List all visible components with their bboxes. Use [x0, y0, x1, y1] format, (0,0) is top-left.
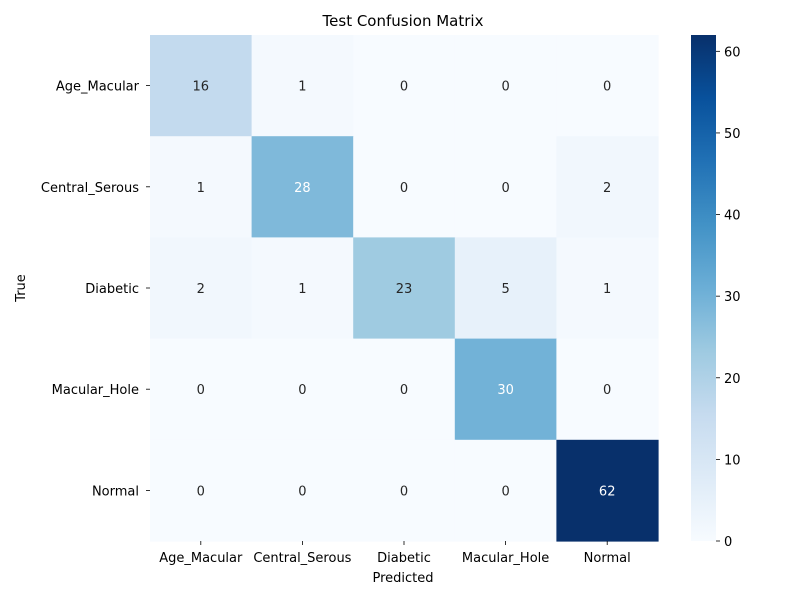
heatmap-cell: [150, 35, 253, 137]
x-axis-label: Predicted: [372, 571, 433, 586]
colorbar-tick-label: 30: [724, 290, 741, 305]
y-axis-label: True: [14, 274, 29, 303]
colorbar-tick-label: 0: [724, 535, 732, 550]
cell-value-label: 0: [298, 383, 306, 398]
cell-value-label: 0: [603, 80, 611, 95]
cell-value-label: 2: [603, 181, 611, 196]
colorbar-ticks: 0 10 20 30 40 50 60: [716, 45, 741, 550]
heatmap-cell: [353, 35, 456, 137]
heatmap-cell: [251, 439, 354, 542]
cell-value-label: 1: [298, 282, 306, 297]
cell-value-label: 0: [400, 181, 408, 196]
heatmap-cell: [150, 439, 253, 542]
y-tick-label: Age_Macular: [56, 80, 140, 95]
cell-value-label: 1: [197, 181, 205, 196]
cell-value-label: 0: [197, 484, 205, 499]
colorbar-gradient: [691, 35, 716, 541]
heatmap-cell: [556, 338, 659, 441]
heatmap-cell: [353, 136, 456, 238]
cell-value-label: 0: [501, 181, 509, 196]
heatmap-cell: [150, 136, 253, 238]
colorbar-tick-label: 60: [724, 45, 741, 60]
heatmap-cell: [251, 338, 354, 441]
cell-value-label: 0: [501, 80, 509, 95]
heatmap-cell: [353, 439, 456, 542]
heatmap-cell: [556, 439, 659, 542]
heatmap-cell: [353, 338, 456, 441]
cell-value-label: 0: [400, 383, 408, 398]
cell-value-label: 62: [599, 484, 616, 499]
colorbar-tick-label: 40: [724, 209, 741, 224]
cell-value-label: 1: [298, 80, 306, 95]
heatmap-cell: [454, 338, 557, 441]
heatmap-cell: [454, 136, 557, 238]
cell-value-label: 1: [603, 282, 611, 297]
heatmap-cell: [251, 35, 354, 137]
cell-value-label: 2: [197, 282, 205, 297]
x-tick-label: Central_Serous: [253, 551, 351, 566]
cell-value-label: 16: [193, 80, 210, 95]
cell-value-label: 30: [497, 383, 514, 398]
heatmap-cell: [454, 237, 557, 340]
cell-value-label: 0: [298, 484, 306, 499]
cell-value-label: 28: [294, 181, 311, 196]
heatmap-cell: [556, 237, 659, 340]
heatmap-cell: [150, 338, 253, 441]
y-tick-label: Macular_Hole: [52, 383, 139, 398]
heatmap-cell: [454, 439, 557, 542]
heatmap-cell: [150, 237, 253, 340]
y-tick-label: Central_Serous: [41, 181, 139, 196]
cell-value-label: 0: [400, 484, 408, 499]
cell-value-label: 0: [603, 383, 611, 398]
heatmap-cell: [454, 35, 557, 137]
heatmap-cells: 16 1 0 0 0 1 28 0 0 2 2 1 23 5 1 0 0 0 30 0 0 0 0 0 62: [150, 35, 659, 542]
y-tick-label: Normal: [92, 484, 139, 499]
cell-value-label: 0: [501, 484, 509, 499]
colorbar-tick-label: 50: [724, 127, 741, 142]
heatmap-cell: [556, 136, 659, 238]
colorbar: 0 10 20 30 40 50 60: [691, 35, 741, 550]
heatmap-cell: [251, 136, 354, 238]
colorbar-tick-label: 10: [724, 453, 741, 468]
heatmap-cell: [353, 237, 456, 340]
cell-value-label: 5: [501, 282, 509, 297]
colorbar-tick-label: 20: [724, 372, 741, 387]
y-tick-label: Diabetic: [85, 282, 139, 297]
x-tick-label: Macular_Hole: [462, 551, 549, 566]
x-tick-label: Diabetic: [377, 551, 431, 566]
cell-value-label: 23: [396, 282, 413, 297]
y-axis-ticks: Age_Macular Central_Serous Diabetic Macular…: [41, 80, 150, 499]
heatmap-cell: [251, 237, 354, 340]
x-tick-label: Age_Macular: [159, 551, 243, 566]
heatmap-cell: [556, 35, 659, 137]
chart-title: Test Confusion Matrix: [322, 12, 484, 30]
x-tick-label: Normal: [584, 551, 631, 566]
cell-value-label: 0: [197, 383, 205, 398]
cell-value-label: 0: [400, 80, 408, 95]
x-axis-ticks: Age_Macular Central_Serous Diabetic Macular…: [159, 541, 631, 566]
